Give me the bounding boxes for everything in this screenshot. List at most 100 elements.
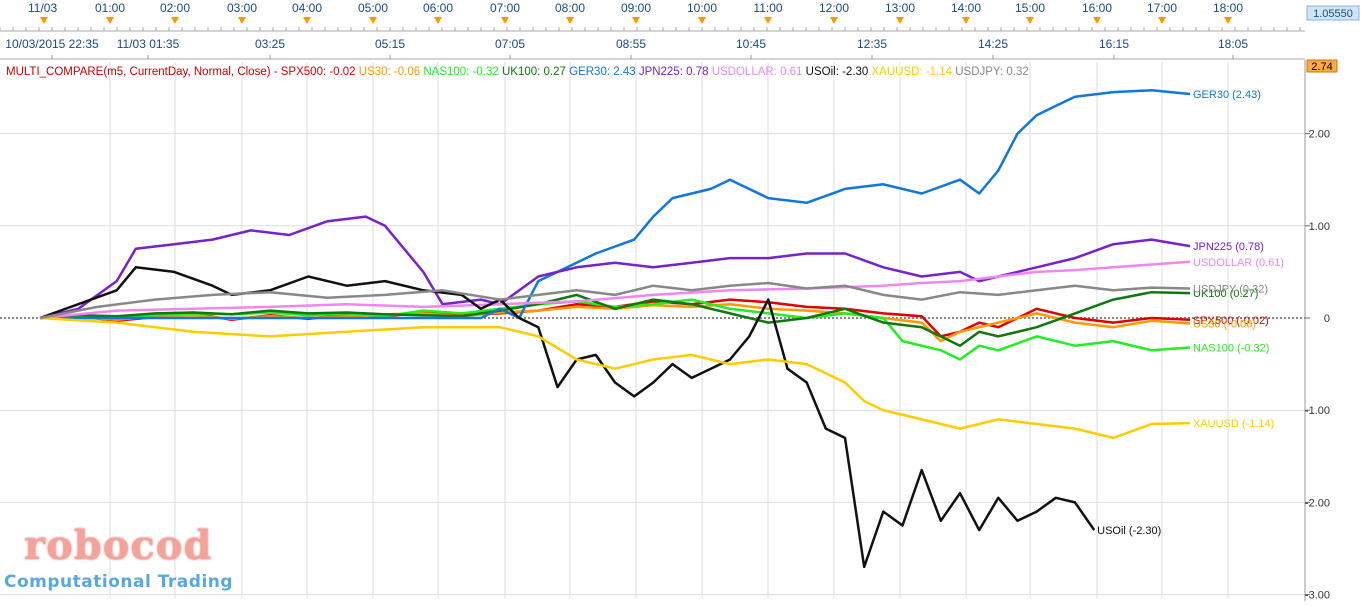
event-marker-icon[interactable]	[764, 17, 772, 24]
legend-entry-jpn225: JPN225: 0.78	[639, 66, 712, 78]
legend-entry-us30: US30: -0.06	[359, 66, 424, 78]
legend-prefix: MULTI_COMPARE(m5, CurrentDay, Normal, Cl…	[6, 66, 281, 78]
end-labels: SPX500 (-0.02)US30 (-0.06) NAS100 (-0.32)…	[1097, 89, 1284, 537]
event-marker-icon[interactable]	[830, 17, 838, 24]
top-hour-label: 03:00	[227, 1, 257, 15]
end-label-uk100: UK100 (0.27)	[1193, 288, 1258, 300]
event-marker-icon[interactable]	[106, 17, 114, 24]
logo-main-text: robocod	[24, 522, 213, 569]
top-hour-label: 13:00	[885, 1, 915, 15]
bottom-time-label: 16:15	[1099, 37, 1129, 51]
bottom-time-label: 12:35	[857, 37, 887, 51]
top-hour-label: 08:00	[555, 1, 585, 15]
event-marker-icon[interactable]	[566, 17, 574, 24]
top-hour-label: 05:00	[358, 1, 388, 15]
bottom-time-label: 03:25	[255, 37, 285, 51]
series-line-xauusd	[39, 316, 1191, 440]
bottom-time-label: 14:25	[978, 37, 1008, 51]
top-hour-label: 16:00	[1082, 1, 1112, 15]
event-marker-icon[interactable]	[434, 17, 442, 24]
legend-entry-ger30: GER30: 2.43	[569, 66, 639, 78]
end-label-jpn225: JPN225 (0.78)	[1193, 241, 1264, 253]
top-hour-label: 02:00	[160, 1, 190, 15]
robocod-logo: robocod Computational Trading	[4, 524, 244, 596]
y-tick-label: 2.00	[1309, 129, 1330, 141]
logo-subtitle: Computational Trading	[4, 572, 234, 592]
end-label-usdjpy: USDJPY (0.32)	[1193, 283, 1268, 295]
bottom-time-label: 07:05	[495, 37, 525, 51]
top-hour-label: 06:00	[423, 1, 453, 15]
series-lines	[39, 89, 1191, 569]
legend-header: MULTI_COMPARE(m5, CurrentDay, Normal, Cl…	[6, 66, 1029, 78]
event-marker-icon[interactable]	[1224, 17, 1232, 24]
bottom-time-label: 10:45	[736, 37, 766, 51]
end-label-ger30: GER30 (2.43)	[1193, 89, 1261, 101]
event-marker-icon[interactable]	[238, 17, 246, 24]
event-marker-icon[interactable]	[632, 17, 640, 24]
legend-entry-usdjpy: USDJPY: 0.32	[955, 66, 1029, 78]
end-label-xauusd: XAUUSD (-1.14)	[1193, 418, 1274, 430]
legend-entry-uk100: UK100: 0.27	[502, 66, 569, 78]
series-line-usdollar	[39, 260, 1191, 320]
top-hour-label: 09:00	[621, 1, 651, 15]
top-hour-label: 18:00	[1213, 1, 1243, 15]
price-badge	[1306, 5, 1360, 21]
y-tick-label: 1.00	[1309, 221, 1330, 233]
legend-entry-usoil: USOil: -2.30	[806, 66, 872, 78]
event-marker-icon[interactable]	[303, 17, 311, 24]
top-hour-label: 15:00	[1015, 1, 1045, 15]
series-line-usoil	[39, 266, 1096, 569]
event-marker-icon[interactable]	[1158, 17, 1166, 24]
top-hour-label: 10:00	[687, 1, 717, 15]
price-top-label: 1.05550	[1313, 8, 1353, 20]
event-marker-icon[interactable]	[1093, 17, 1101, 24]
top-hour-label: 14:00	[951, 1, 981, 15]
bottom-time-label: 10/03/2015 22:35	[5, 37, 99, 51]
event-marker-icon[interactable]	[962, 17, 970, 24]
event-marker-icon[interactable]	[896, 17, 904, 24]
legend-entry-usdollar: USDOLLAR: 0.61	[712, 66, 806, 78]
series-line-ger30	[40, 89, 1191, 320]
top-hour-label: 11:00	[753, 1, 782, 15]
y-tick-label: 0	[1324, 313, 1330, 325]
top-hour-label: 07:00	[490, 1, 520, 15]
top-hour-label: 01:00	[95, 1, 125, 15]
event-marker-icon[interactable]	[501, 17, 509, 24]
series-line-uk100	[39, 290, 1191, 347]
end-label-nas100: NAS100 (-0.32)	[1193, 343, 1269, 355]
event-marker-icon[interactable]	[40, 17, 48, 24]
top-time-axis[interactable]: 11/03 01:00 02:00 03:00 04:00 05:00 06:00 07:00…	[0, 0, 1360, 32]
axis-max-label: 2.74	[1311, 61, 1332, 73]
end-label-usdollar: USDOLLAR (0.61)	[1193, 257, 1284, 269]
legend-entry-spx500: SPX500: -0.02	[281, 66, 359, 78]
end-label-us30: US30 (-0.06)	[1193, 319, 1256, 331]
bottom-time-axis[interactable]: 10/03/2015 22:35 11/03 01:35 03:25 05:15 07:…	[0, 32, 1305, 60]
bottom-time-label: 18:05	[1218, 37, 1248, 51]
top-axis-background	[0, 0, 1305, 31]
bottom-time-label: 08:55	[616, 37, 646, 51]
y-tick-label: -2.00	[1305, 497, 1330, 509]
top-hour-label: 17:00	[1147, 1, 1177, 15]
legend-entry-xauusd: XAUUSD: -1.14	[872, 66, 956, 78]
legend-entry-nas100: NAS100: -0.32	[423, 66, 502, 78]
event-marker-icon[interactable]	[369, 17, 377, 24]
bottom-time-label: 05:15	[375, 37, 405, 51]
y-tick-label: -1.00	[1305, 405, 1330, 417]
axis-max-badge	[1306, 59, 1338, 73]
event-marker-icon[interactable]	[1026, 17, 1034, 24]
event-marker-icon[interactable]	[698, 17, 706, 24]
legend-header-text: MULTI_COMPARE(m5, CurrentDay, Normal, Cl…	[6, 66, 1029, 78]
bottom-time-label: 11/03 01:35	[117, 37, 180, 51]
event-marker-icon[interactable]	[171, 17, 179, 24]
bottom-axis-background	[0, 32, 1305, 60]
y-axis[interactable]: 2.00 1.00 0 -1.00 -2.00 -3.00 2.74	[1304, 59, 1362, 602]
series-line-usdjpy	[39, 281, 1191, 320]
end-label-spx500: SPX500 (-0.02)	[1193, 315, 1269, 327]
end-label-usoil: USOil (-2.30)	[1097, 525, 1161, 537]
top-hour-label: 12:00	[819, 1, 849, 15]
top-axis-date-label: 11/03	[28, 1, 57, 15]
y-axis-background	[1305, 60, 1362, 601]
y-tick-label: -3.00	[1305, 590, 1330, 601]
